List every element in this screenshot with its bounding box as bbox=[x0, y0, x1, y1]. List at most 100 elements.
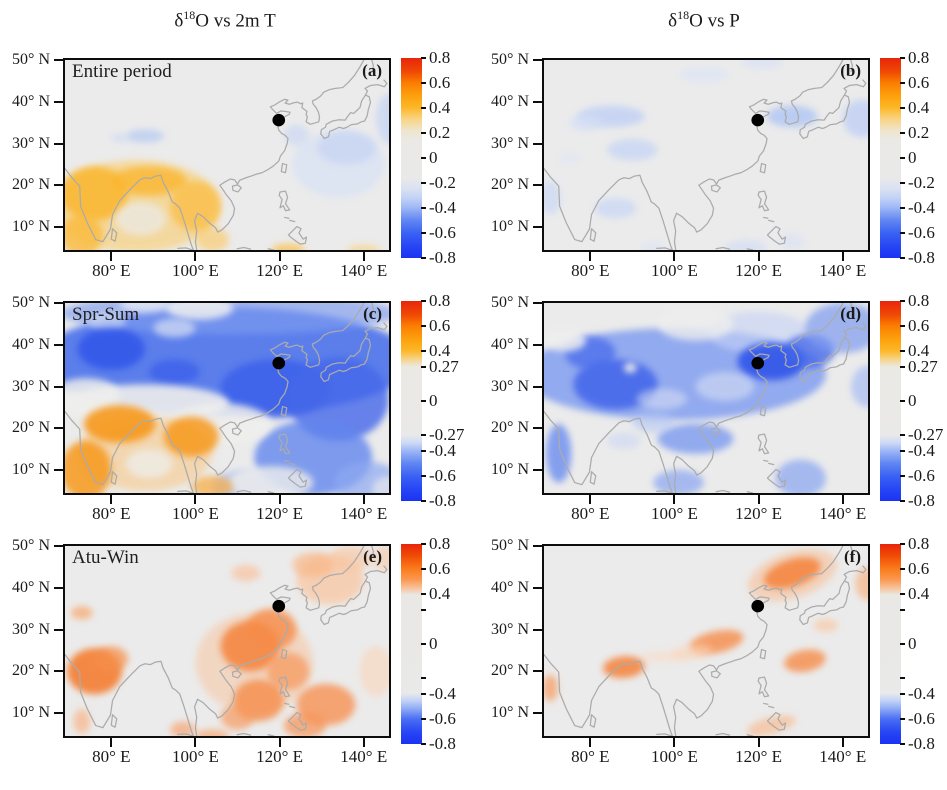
colorbar-tick bbox=[900, 593, 905, 595]
y-axis-label: 50° N bbox=[491, 294, 529, 311]
colorbar-tick-label: 0.2 bbox=[908, 123, 930, 142]
colorbar-tick bbox=[900, 366, 905, 369]
y-axis-label: 20° N bbox=[491, 419, 529, 437]
y-axis-tick bbox=[54, 100, 63, 103]
correlation-region bbox=[195, 729, 230, 736]
y-axis-label: 40° N bbox=[491, 335, 529, 353]
correlation-region bbox=[657, 307, 734, 341]
delta-symbol: δ bbox=[668, 10, 678, 32]
correlation-region bbox=[195, 227, 230, 250]
colorbar-tick bbox=[900, 718, 905, 720]
x-axis-label: 140° E bbox=[819, 261, 867, 280]
y-axis-tick bbox=[54, 343, 63, 346]
colorbar-tick bbox=[900, 743, 905, 745]
colorbar-tick-label: 0.8 bbox=[908, 48, 930, 67]
colorbar-tick-label: 0.6 bbox=[908, 559, 930, 578]
panel-letter-c: (c) bbox=[363, 304, 382, 323]
x-axis-label: 80° E bbox=[92, 747, 131, 766]
colorbar-tick bbox=[900, 400, 905, 402]
colorbar-tick-label: 0.4 bbox=[908, 341, 930, 360]
panel-letter-d: (d) bbox=[840, 304, 861, 323]
x-axis-tick bbox=[673, 252, 676, 261]
correlation-region bbox=[245, 608, 297, 651]
y-axis-label: 20° N bbox=[12, 662, 50, 680]
colorbar-tick bbox=[900, 433, 905, 436]
colorbar-tick bbox=[900, 232, 905, 234]
colorbar-tick bbox=[900, 475, 905, 477]
row-label-c: Spr-Sum bbox=[72, 304, 140, 325]
colorbar-tick bbox=[421, 475, 426, 477]
y-axis-label: 30° N bbox=[12, 134, 50, 152]
colorbar-tick bbox=[421, 107, 426, 109]
x-axis-label: 100° E bbox=[650, 747, 698, 766]
x-axis-label: 120° E bbox=[735, 504, 783, 523]
correlation-region bbox=[292, 552, 335, 578]
colorbar-tick-label: 0.6 bbox=[429, 316, 451, 335]
colorbar-a bbox=[401, 58, 422, 258]
delta-symbol: δ bbox=[174, 10, 184, 32]
colorbar-tick bbox=[421, 57, 426, 59]
x-axis-tick bbox=[278, 252, 281, 261]
correlation-region bbox=[376, 93, 389, 144]
y-axis-tick bbox=[533, 628, 542, 631]
correlation-region bbox=[804, 303, 868, 354]
colorbar-tick bbox=[421, 450, 426, 452]
y-axis-label: 10° N bbox=[491, 461, 529, 479]
y-axis-tick bbox=[533, 302, 542, 304]
colorbar-tick bbox=[421, 132, 426, 134]
y-axis-tick bbox=[54, 628, 63, 631]
y-axis-tick bbox=[533, 184, 542, 187]
colorbar-tick-label: 0.8 bbox=[908, 534, 930, 553]
correlation-region bbox=[640, 650, 683, 663]
colorbar-tick bbox=[421, 433, 426, 436]
correlation-region bbox=[708, 311, 810, 354]
colorbar-tick bbox=[900, 543, 905, 545]
y-axis-label: 50° N bbox=[12, 51, 50, 68]
column-title-temperature: δ18O vs 2m T bbox=[63, 8, 387, 34]
x-axis-tick bbox=[589, 738, 592, 747]
colorbar-tick bbox=[421, 182, 426, 184]
y-axis-tick bbox=[533, 427, 542, 430]
y-axis-tick bbox=[533, 100, 542, 103]
colorbar-tick-label: 0.2 bbox=[429, 123, 451, 142]
colorbar-tick bbox=[900, 693, 905, 695]
correlation-region bbox=[544, 329, 587, 352]
y-axis-label: 30° N bbox=[491, 620, 529, 638]
correlation-region bbox=[767, 105, 818, 128]
x-axis-tick bbox=[841, 252, 844, 261]
correlation-region bbox=[855, 566, 868, 601]
colorbar-tick-label: -0.27 bbox=[908, 424, 944, 444]
correlation-region bbox=[636, 388, 688, 410]
x-axis-tick bbox=[194, 495, 197, 504]
colorbar-tick-label: -0.6 bbox=[908, 466, 935, 485]
correlation-region bbox=[220, 704, 255, 730]
panel-b: (b) bbox=[542, 58, 870, 252]
colorbar-tick-label: -0.2 bbox=[908, 173, 935, 192]
title-rest: O vs 2m T bbox=[195, 10, 276, 32]
y-axis-tick bbox=[54, 712, 63, 715]
colorbar-tick bbox=[421, 350, 426, 352]
panel-e: Atu-Win (e) bbox=[63, 544, 391, 738]
y-axis-label: 40° N bbox=[491, 92, 529, 110]
x-axis-label: 80° E bbox=[571, 261, 610, 280]
correlation-region bbox=[775, 459, 826, 493]
correlation-region bbox=[372, 476, 389, 493]
colorbar-tick-label: 0.8 bbox=[429, 534, 451, 553]
y-axis-label: 20° N bbox=[12, 176, 50, 194]
colorbar-tick bbox=[421, 300, 426, 302]
y-axis-tick bbox=[54, 385, 63, 388]
x-axis-tick bbox=[278, 495, 281, 504]
colorbar-tick-label: 0.6 bbox=[429, 73, 451, 92]
colorbar-tick-label: 0 bbox=[429, 634, 438, 653]
colorbar-tick-label: -0.4 bbox=[908, 684, 935, 703]
colorbar-tick-label: 0.8 bbox=[429, 48, 451, 67]
y-axis-label: 50° N bbox=[12, 537, 50, 554]
colorbar-tick bbox=[421, 366, 426, 369]
colorbar-tick bbox=[900, 182, 905, 184]
x-axis-label: 140° E bbox=[819, 504, 867, 523]
panel-letter-a: (a) bbox=[362, 61, 382, 80]
colorbar-tick bbox=[421, 82, 426, 84]
colorbar-f bbox=[880, 544, 901, 744]
correlation-region bbox=[271, 243, 305, 250]
